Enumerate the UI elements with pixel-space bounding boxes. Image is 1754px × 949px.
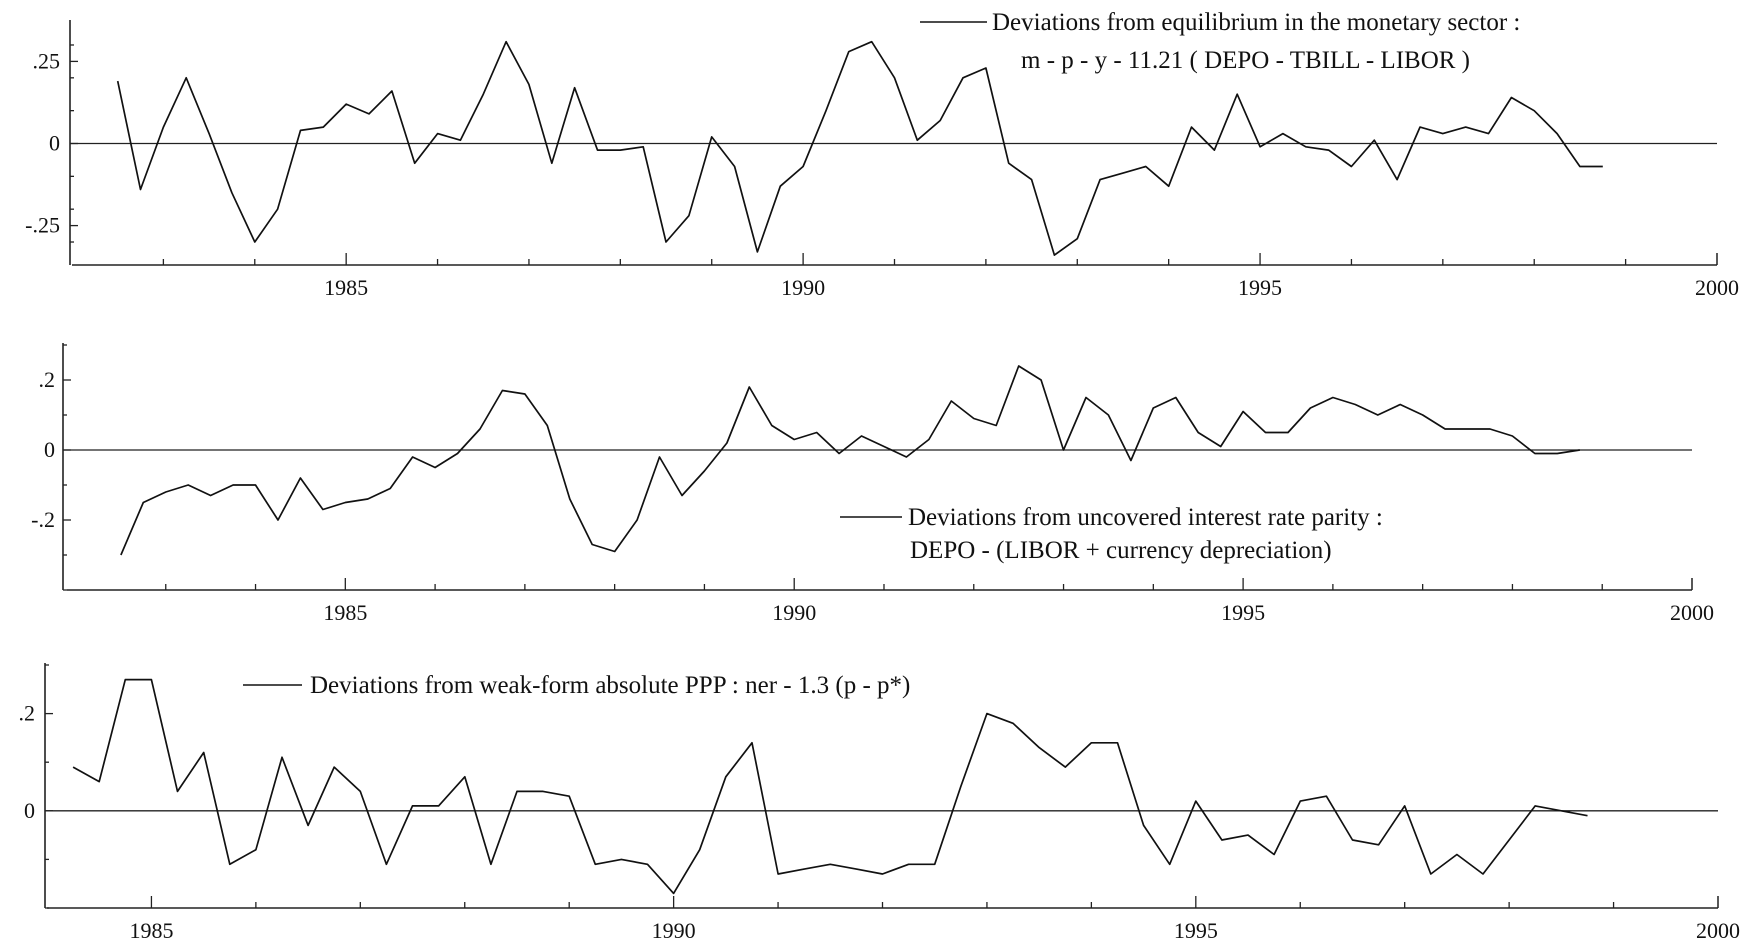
x-tick-label: 1985 (129, 918, 173, 943)
x-tick-label: 1995 (1174, 918, 1218, 943)
x-tick-label: 1990 (781, 275, 825, 300)
axes: .2 0 1985 1990 1995 2000 (19, 663, 1740, 943)
y-tick-label: .2 (39, 367, 56, 392)
x-tick-label: 1985 (323, 600, 367, 625)
legend-ppp: Deviations from weak-form absolute PPP :… (243, 672, 910, 699)
y-tick-label: -.25 (25, 213, 60, 238)
legend-line1: Deviations from equilibrium in the monet… (992, 9, 1520, 36)
panel-monetary-sector: .25 0 -.25 1985 1990 1995 2000 Deviations from… (25, 9, 1739, 300)
legend-line2: m - p - y - 11.21 ( DEPO - TBILL - LIBOR… (1021, 47, 1470, 74)
y-tick-label: 0 (24, 798, 35, 823)
x-tick-label: 1995 (1221, 600, 1265, 625)
x-tick-label: 2000 (1695, 275, 1739, 300)
y-tick-label: .2 (19, 701, 36, 726)
y-tick-label: 0 (49, 131, 60, 156)
y-tick-label: -.2 (31, 507, 55, 532)
x-tick-label: 1990 (652, 918, 696, 943)
axes: .2 0 -.2 1985 1990 1995 2000 (31, 343, 1714, 625)
x-tick-label: 2000 (1696, 918, 1740, 943)
x-tick-label: 2000 (1670, 600, 1714, 625)
legend-interest-parity: Deviations from uncovered interest rate … (840, 504, 1383, 564)
legend-line1: Deviations from uncovered interest rate … (908, 504, 1383, 531)
legend-line2: DEPO - (LIBOR + currency depreciation) (910, 537, 1332, 564)
series-line (116, 40, 1603, 256)
legend-line1: Deviations from weak-form absolute PPP :… (310, 672, 910, 699)
panel-ppp: .2 0 1985 1990 1995 2000 Deviations from weak… (19, 663, 1740, 943)
axes: .25 0 -.25 1985 1990 1995 2000 (25, 20, 1739, 300)
series-line (72, 678, 1588, 895)
x-tick-label: 1990 (772, 600, 816, 625)
series-line (120, 365, 1580, 556)
x-tick-label: 1995 (1238, 275, 1282, 300)
legend-monetary-sector: Deviations from equilibrium in the monet… (920, 9, 1520, 74)
y-tick-label: .25 (33, 48, 61, 73)
y-tick-label: 0 (44, 437, 55, 462)
x-tick-label: 1985 (324, 275, 368, 300)
panel-interest-parity: .2 0 -.2 1985 1990 1995 2000 Deviations from u… (31, 343, 1714, 625)
